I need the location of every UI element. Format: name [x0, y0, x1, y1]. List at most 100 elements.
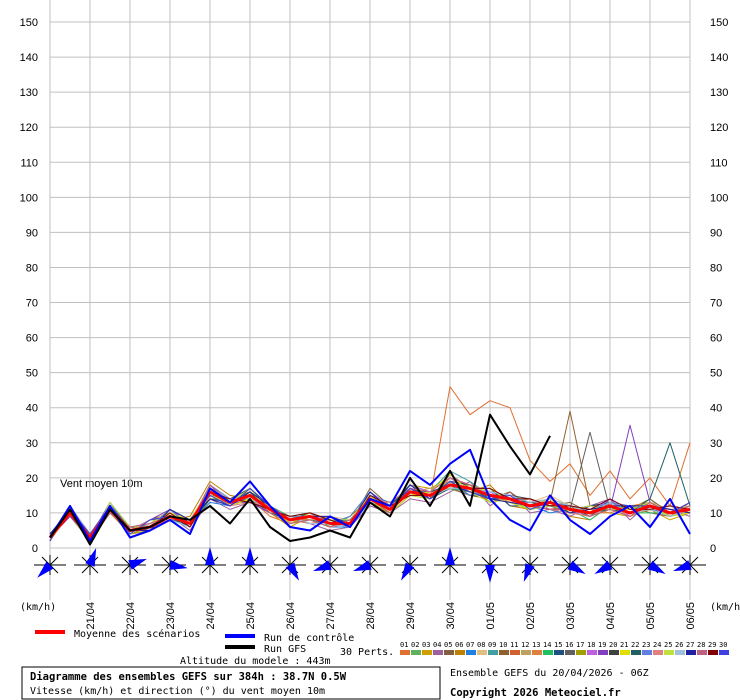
y-tick-label-right: 60: [710, 333, 722, 345]
legend-swatch: [708, 650, 718, 655]
y-tick-label: 80: [26, 262, 38, 274]
x-tick-label: 04/05: [605, 602, 617, 630]
y-tick-label-right: 0: [710, 543, 716, 555]
altitude: Altitude du modele : 443m: [180, 656, 331, 667]
legend-label: 14: [543, 641, 551, 649]
x-tick-label: 03/05: [565, 602, 577, 630]
wind-arrow: [313, 560, 332, 572]
legend-label: 04: [433, 641, 441, 649]
legend-label: 16: [565, 641, 573, 649]
legend-label: 13: [532, 641, 540, 649]
legend-swatch: [609, 650, 619, 655]
legend-swatch: [510, 650, 520, 655]
legend-swatch: [664, 650, 674, 655]
legend-swatch: [587, 650, 597, 655]
x-tick-label: 30/04: [445, 602, 457, 630]
legend-label: 28: [697, 641, 705, 649]
wind-arrow: [353, 560, 372, 572]
chart-subtitle: Vitesse (km/h) et direction (°) du vent …: [30, 686, 325, 697]
y-unit-right: (km/h): [710, 602, 740, 613]
y-tick-label: 130: [20, 87, 38, 99]
y-tick-label-right: 140: [710, 52, 728, 64]
y-tick-label: 150: [20, 17, 38, 29]
legend-label: 25: [664, 641, 672, 649]
legend-swatch: [686, 650, 696, 655]
copyright: Copyright 2026 Meteociel.fr: [450, 687, 621, 699]
x-tick-label: 29/04: [405, 602, 417, 630]
perturbation-line: [49, 473, 691, 542]
y-tick-label: 120: [20, 122, 38, 134]
legend-label: 24: [653, 641, 661, 649]
wind-arrow: [401, 562, 415, 581]
y-tick-label-right: 30: [710, 438, 722, 450]
legend-swatch: [631, 650, 641, 655]
y-tick-label-right: 70: [710, 298, 722, 310]
y-tick-label: 90: [26, 227, 38, 239]
y-tick-label-right: 40: [710, 403, 722, 415]
y-tick-label: 0: [32, 543, 38, 555]
y-tick-label: 40: [26, 403, 38, 415]
wind-arrow: [445, 547, 455, 565]
wind-arrow: [128, 558, 147, 570]
legend-label: 07: [466, 641, 474, 649]
legend-swatch: [675, 650, 685, 655]
legend-swatch: [444, 650, 454, 655]
legend-label: 06: [455, 641, 463, 649]
y-tick-label: 110: [20, 157, 38, 169]
series-line: [49, 413, 551, 546]
x-tick-label: 25/04: [245, 602, 257, 630]
legend-label: 01: [400, 641, 408, 649]
legend-swatch: [697, 650, 707, 655]
y-tick-label-right: 50: [710, 368, 722, 380]
y-tick-label-right: 120: [710, 122, 728, 134]
legend-label: 21: [620, 641, 628, 649]
legend-swatch: [576, 650, 586, 655]
legend-label: Run de contrôle: [264, 632, 354, 644]
y-tick-label: 50: [26, 368, 38, 380]
legend-swatch: [532, 650, 542, 655]
series-line: [49, 448, 691, 542]
x-tick-label: 22/04: [125, 602, 137, 630]
legend-swatch: [521, 650, 531, 655]
legend-label: 03: [422, 641, 430, 649]
wind-arrow: [485, 565, 495, 583]
legend-label: 17: [576, 641, 584, 649]
legend-swatch: [598, 650, 608, 655]
legend-swatch: [565, 650, 575, 655]
y-tick-label-right: 90: [710, 227, 722, 239]
legend-label: 02: [411, 641, 419, 649]
y-tick-label: 60: [26, 333, 38, 345]
wind-arrow: [647, 560, 666, 574]
x-tick-label: 05/05: [645, 602, 657, 630]
wind-arrow: [169, 560, 188, 570]
legend-swatch: [455, 650, 465, 655]
run-info: Ensemble GEFS du 20/04/2026 - 06Z: [450, 668, 649, 679]
legend-swatch: [642, 650, 652, 655]
wind-arrow: [37, 561, 54, 578]
legend-swatch: [422, 650, 432, 655]
legend-label: 09: [488, 641, 496, 649]
y-tick-label: 70: [26, 298, 38, 310]
wind-arrow: [594, 560, 613, 574]
legend-swatch: [411, 650, 421, 655]
annotation: Vent moyen 10m: [60, 478, 143, 490]
legend-swatch: [477, 650, 487, 655]
legend-label: 22: [631, 641, 639, 649]
x-tick-label: 02/05: [525, 602, 537, 630]
y-tick-label-right: 100: [710, 192, 728, 204]
x-tick-label: 23/04: [165, 602, 177, 630]
legend-swatch: [488, 650, 498, 655]
legend-swatch: [554, 650, 564, 655]
wind-arrow: [245, 547, 255, 565]
legend-label: 05: [444, 641, 452, 649]
legend-label: 10: [499, 641, 507, 649]
y-tick-label-right: 20: [710, 473, 722, 485]
legend-label: 27: [686, 641, 694, 649]
x-tick-label: 01/05: [485, 602, 497, 630]
wind-arrow: [205, 547, 215, 565]
legend-swatch: [499, 650, 509, 655]
legend-label: 15: [554, 641, 562, 649]
legend-swatch: [466, 650, 476, 655]
wind-arrow: [523, 563, 535, 582]
